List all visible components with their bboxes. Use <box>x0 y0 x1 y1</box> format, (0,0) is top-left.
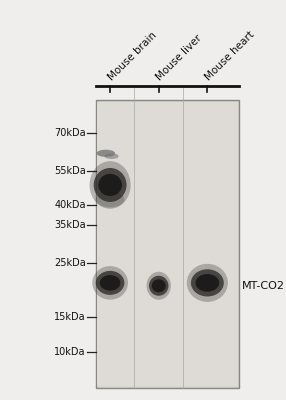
Ellipse shape <box>90 161 131 209</box>
Ellipse shape <box>196 274 219 292</box>
Text: MT-CO2: MT-CO2 <box>242 281 285 291</box>
Text: 55kDa: 55kDa <box>54 166 86 176</box>
Ellipse shape <box>147 272 171 300</box>
Ellipse shape <box>96 150 115 157</box>
Text: 70kDa: 70kDa <box>54 128 86 138</box>
Text: 25kDa: 25kDa <box>54 258 86 268</box>
Ellipse shape <box>96 271 124 295</box>
Text: Mouse liver: Mouse liver <box>154 32 204 82</box>
Text: 35kDa: 35kDa <box>54 220 86 230</box>
Ellipse shape <box>149 276 168 296</box>
Bar <box>97 102 238 386</box>
Text: Mouse heart: Mouse heart <box>203 29 256 82</box>
Text: Mouse brain: Mouse brain <box>106 30 158 82</box>
Ellipse shape <box>187 264 228 302</box>
Ellipse shape <box>98 174 122 196</box>
Ellipse shape <box>191 269 224 296</box>
Text: 15kDa: 15kDa <box>54 312 86 322</box>
Ellipse shape <box>96 191 124 207</box>
Ellipse shape <box>94 168 126 202</box>
Ellipse shape <box>152 279 166 292</box>
Bar <box>96 100 239 388</box>
Ellipse shape <box>100 275 120 291</box>
Text: 10kDa: 10kDa <box>54 347 86 357</box>
Text: 40kDa: 40kDa <box>54 200 86 210</box>
Ellipse shape <box>92 266 128 300</box>
Ellipse shape <box>104 153 119 159</box>
